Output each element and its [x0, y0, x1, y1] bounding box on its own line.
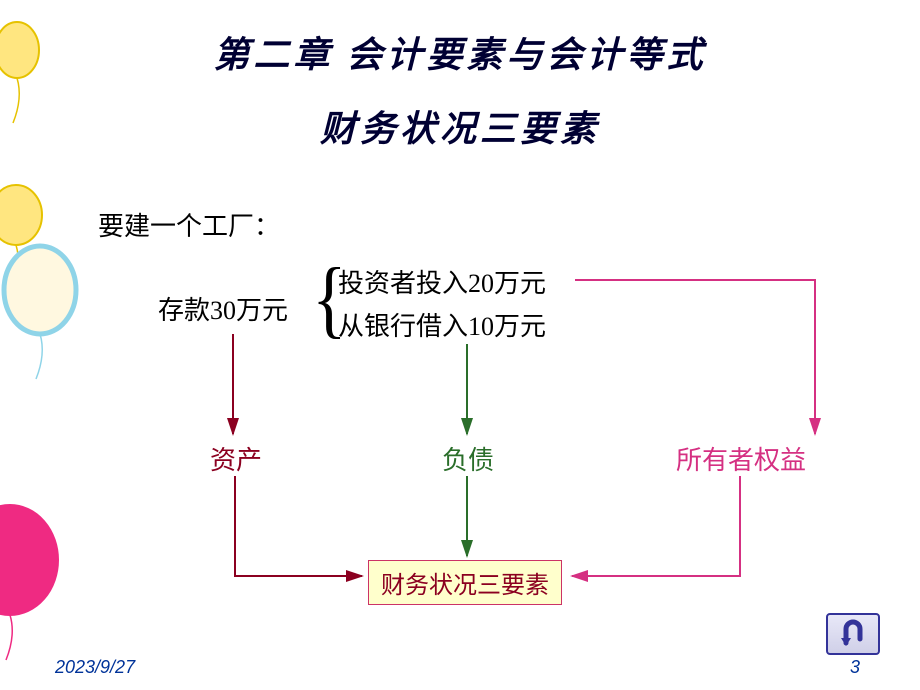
node-equity: 所有者权益	[676, 440, 806, 477]
source-line2: 从银行借入10万元	[338, 306, 546, 343]
subtitle: 财务状况三要素	[0, 100, 920, 152]
slide-root: 第二章 会计要素与会计等式 财务状况三要素 要建一个工厂： 存款30万元 { 投…	[0, 0, 920, 690]
footer-page: 3	[850, 657, 860, 678]
chapter-title: 第二章 会计要素与会计等式	[0, 26, 920, 78]
intro-text: 要建一个工厂：	[98, 206, 280, 243]
return-button[interactable]	[826, 613, 880, 655]
deposit-text: 存款30万元	[158, 290, 288, 327]
result-box: 财务状况三要素	[368, 560, 562, 605]
node-asset: 资产	[210, 440, 262, 477]
source-line1: 投资者投入20万元	[338, 263, 546, 300]
result-box-label: 财务状况三要素	[381, 573, 549, 599]
footer-date: 2023/9/27	[55, 657, 135, 678]
node-liability: 负债	[442, 440, 494, 477]
return-u-icon	[835, 619, 871, 649]
